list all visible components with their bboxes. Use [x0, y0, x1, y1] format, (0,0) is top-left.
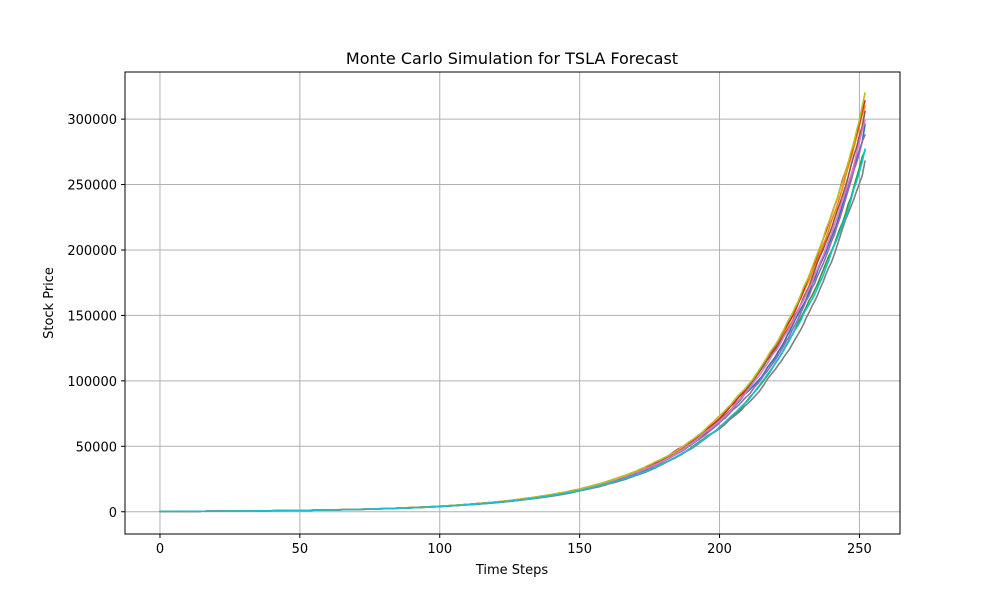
series-line-5 [159, 134, 866, 513]
x-tick-label: 100 [427, 542, 452, 557]
y-axis-ticks: 0 50000 100000 150000 200000 250000 300000 [67, 113, 125, 521]
chart-title: Monte Carlo Simulation for TSLA Forecast [346, 49, 678, 68]
series-line-10 [159, 148, 866, 513]
plot-frame [124, 71, 901, 535]
series-line-1 [159, 123, 866, 513]
y-axis-label: Stock Price [42, 267, 57, 339]
series-line-9 [159, 92, 866, 513]
x-tick-label: 150 [567, 542, 592, 557]
x-tick-label: 0 [156, 542, 164, 557]
series-line-3 [159, 149, 866, 513]
series-line-4 [159, 99, 866, 513]
y-tick-label: 100000 [67, 375, 117, 390]
y-tick-label: 50000 [76, 440, 117, 455]
series-line-2 [159, 105, 866, 513]
y-tick-label: 250000 [67, 179, 117, 194]
series-line-8 [159, 160, 866, 513]
y-tick-label: 0 [109, 506, 117, 521]
grid-lines [125, 72, 900, 534]
y-tick-label: 150000 [67, 309, 117, 324]
x-tick-label: 200 [707, 542, 732, 557]
x-axis-ticks: 0 50 100 150 200 250 [156, 534, 872, 557]
y-tick-label: 300000 [67, 113, 117, 128]
x-tick-label: 50 [292, 542, 309, 557]
series-group [159, 92, 866, 513]
x-axis-label: Time Steps [475, 563, 549, 578]
x-tick-label: 250 [847, 542, 872, 557]
series-line-6 [159, 110, 866, 513]
y-tick-label: 200000 [67, 244, 117, 259]
